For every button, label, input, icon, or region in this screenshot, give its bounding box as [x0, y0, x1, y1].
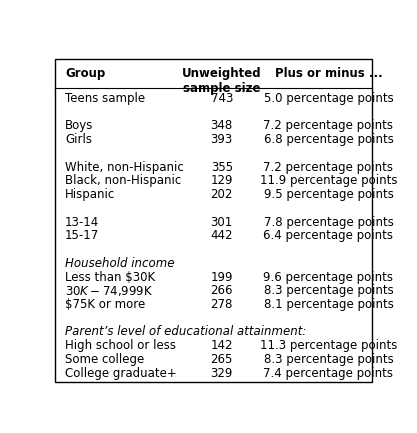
Text: 8.3 percentage points: 8.3 percentage points — [264, 353, 393, 366]
Text: 355: 355 — [211, 161, 233, 174]
FancyBboxPatch shape — [55, 58, 372, 382]
Text: 301: 301 — [211, 216, 233, 229]
Text: Group: Group — [65, 67, 106, 80]
Text: 329: 329 — [211, 367, 233, 380]
Text: 15-17: 15-17 — [65, 229, 99, 242]
Text: Girls: Girls — [65, 133, 92, 146]
Text: 348: 348 — [211, 120, 233, 132]
Text: 266: 266 — [211, 284, 233, 297]
Text: 7.2 percentage points: 7.2 percentage points — [264, 161, 394, 174]
Text: 6.4 percentage points: 6.4 percentage points — [264, 229, 394, 242]
Text: Hispanic: Hispanic — [65, 188, 116, 201]
Text: $30K-$74,999K: $30K-$74,999K — [65, 284, 153, 298]
Text: Unweighted
sample size: Unweighted sample size — [182, 67, 261, 95]
Text: 202: 202 — [211, 188, 233, 201]
Text: College graduate+: College graduate+ — [65, 367, 177, 380]
Text: 9.6 percentage points: 9.6 percentage points — [264, 271, 394, 284]
Text: Some college: Some college — [65, 353, 144, 366]
Text: Boys: Boys — [65, 120, 93, 132]
Text: 13-14: 13-14 — [65, 216, 99, 229]
Text: Less than $30K: Less than $30K — [65, 271, 155, 284]
Text: High school or less: High school or less — [65, 339, 176, 352]
Text: 11.3 percentage points: 11.3 percentage points — [260, 339, 397, 352]
Text: 9.5 percentage points: 9.5 percentage points — [264, 188, 393, 201]
Text: 6.8 percentage points: 6.8 percentage points — [264, 133, 393, 146]
Text: 442: 442 — [211, 229, 233, 242]
Text: 7.2 percentage points: 7.2 percentage points — [264, 120, 394, 132]
Text: 7.4 percentage points: 7.4 percentage points — [264, 367, 394, 380]
Text: 278: 278 — [211, 298, 233, 311]
Text: Teens sample: Teens sample — [65, 92, 145, 105]
Text: 11.9 percentage points: 11.9 percentage points — [260, 174, 397, 187]
Text: 7.8 percentage points: 7.8 percentage points — [264, 216, 393, 229]
Text: Parent’s level of educational attainment:: Parent’s level of educational attainment… — [65, 326, 306, 339]
Text: 265: 265 — [211, 353, 233, 366]
Text: 142: 142 — [211, 339, 233, 352]
Text: 8.1 percentage points: 8.1 percentage points — [264, 298, 393, 311]
Text: 8.3 percentage points: 8.3 percentage points — [264, 284, 393, 297]
Text: White, non-Hispanic: White, non-Hispanic — [65, 161, 184, 174]
Text: 199: 199 — [211, 271, 233, 284]
Text: Household income: Household income — [65, 257, 175, 270]
Text: Black, non-Hispanic: Black, non-Hispanic — [65, 174, 181, 187]
Text: 5.0 percentage points: 5.0 percentage points — [264, 92, 393, 105]
Text: Plus or minus ...: Plus or minus ... — [274, 67, 382, 80]
Text: 393: 393 — [211, 133, 233, 146]
Text: 743: 743 — [211, 92, 233, 105]
Text: 129: 129 — [211, 174, 233, 187]
Text: $75K or more: $75K or more — [65, 298, 145, 311]
